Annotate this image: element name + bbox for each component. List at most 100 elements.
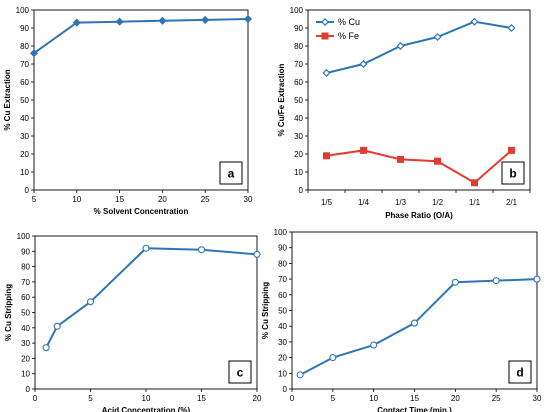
y-tick-label: 90	[278, 244, 287, 253]
data-point	[397, 155, 404, 163]
data-point	[253, 250, 261, 258]
legend-entry: % Fe	[338, 31, 359, 41]
y-axis-label: % Cu Stripping	[4, 284, 13, 341]
y-tick-label: 10	[294, 168, 303, 177]
panel-letter-box	[501, 161, 525, 185]
panel-letter: c	[237, 366, 244, 380]
x-tick-label: 10	[72, 195, 81, 204]
legend-entry: % Cu	[338, 17, 360, 27]
data-point	[507, 23, 516, 33]
y-tick-label: 90	[20, 24, 29, 33]
y-tick-label: 0	[283, 385, 288, 394]
x-tick-label: 1/3	[395, 198, 407, 207]
y-tick-label: 30	[20, 132, 29, 141]
data-point	[158, 16, 167, 25]
y-tick-label: 30	[278, 338, 287, 347]
plot-frame	[34, 235, 258, 390]
x-tick-label: 0	[290, 394, 295, 403]
data-point	[329, 354, 337, 362]
panel-letter: d	[516, 366, 523, 380]
series-line-1	[45, 247, 258, 349]
y-tick-label: 0	[25, 186, 30, 195]
y-tick-label: 60	[20, 78, 29, 87]
y-tick-label: 40	[21, 324, 30, 333]
data-point	[53, 322, 61, 330]
y-axis-label: % Cu/Fe Extraction	[277, 63, 286, 136]
y-tick-label: 80	[20, 42, 29, 51]
data-point	[434, 157, 441, 165]
legend-marker	[321, 32, 329, 40]
y-tick-label: 40	[20, 114, 29, 123]
y-tick-label: 50	[278, 307, 287, 316]
y-tick-label: 80	[294, 42, 303, 51]
y-tick-label: 20	[278, 354, 287, 363]
y-tick-label: 50	[294, 96, 303, 105]
x-tick-label: 20	[451, 394, 460, 403]
x-tick-label: 1/5	[321, 198, 333, 207]
data-point	[323, 152, 330, 160]
x-axis-label: Phase Ratio (O/A)	[385, 211, 453, 220]
x-tick-label: 15	[197, 394, 206, 403]
y-tick-label: 60	[278, 291, 287, 300]
data-point	[533, 275, 541, 283]
panel-letter: a	[228, 167, 235, 181]
x-axis-label: Acid Concentration (%)	[102, 406, 191, 412]
y-tick-label: 90	[294, 24, 303, 33]
legend-marker	[320, 17, 330, 27]
y-tick-label: 10	[20, 168, 29, 177]
x-tick-label: 25	[201, 195, 210, 204]
plot-frame	[291, 231, 538, 390]
data-point	[370, 341, 378, 349]
x-tick-label: 5	[32, 195, 37, 204]
x-tick-label: 30	[533, 394, 542, 403]
x-tick-label: 25	[492, 394, 501, 403]
x-tick-label: 20	[253, 394, 262, 403]
data-point	[29, 49, 39, 58]
panel-letter-box	[228, 360, 252, 384]
y-tick-label: 70	[278, 275, 287, 284]
y-tick-label: 20	[20, 150, 29, 159]
series-line-1	[326, 20, 512, 74]
x-tick-label: 20	[158, 195, 167, 204]
y-tick-label: 80	[278, 259, 287, 268]
y-axis-label: % Cu Stripping	[261, 282, 270, 339]
x-axis-label: % Solvent Concentration	[94, 207, 189, 216]
y-tick-label: 30	[21, 339, 30, 348]
data-point	[360, 146, 367, 154]
y-tick-label: 100	[290, 6, 304, 15]
data-point	[433, 32, 442, 42]
chart-panel-a: 0 10 20 30 40 50 60 70 80 90 100 5 10 15 20 25 30 % Solve…	[3, 6, 253, 216]
chart-panel-d: 0 10 20 30 40 50 60 70 80 90 100 0 5 10 15 20 25 30 Contac…	[261, 228, 542, 412]
y-tick-label: 10	[21, 370, 30, 379]
x-tick-label: 5	[88, 394, 93, 403]
data-point	[115, 17, 124, 26]
plot-frame	[33, 9, 249, 191]
data-point	[359, 59, 368, 69]
y-tick-label: 90	[21, 247, 30, 256]
panel-letter-box	[508, 360, 532, 384]
data-point	[492, 277, 500, 285]
y-tick-label: 10	[278, 369, 287, 378]
y-tick-label: 20	[294, 150, 303, 159]
y-tick-label: 60	[21, 293, 30, 302]
chart-panel-b: 0 10 20 30 40 50 60 70 80 90 100 1/5 1/4 1/3 1/2 1/1 2/1…	[277, 6, 531, 220]
data-point	[243, 14, 253, 24]
data-point	[72, 18, 81, 27]
series-line-1	[33, 18, 249, 55]
x-tick-label: 1/2	[432, 198, 444, 207]
x-tick-label: 2/1	[506, 198, 518, 207]
data-point	[508, 146, 515, 154]
y-tick-label: 100	[274, 228, 288, 237]
y-tick-label: 100	[17, 232, 31, 241]
data-point	[197, 246, 206, 254]
x-tick-label: 10	[369, 394, 378, 403]
y-tick-label: 0	[26, 385, 31, 394]
panel-letter: b	[509, 167, 516, 181]
data-point	[142, 244, 150, 252]
y-tick-label: 80	[21, 263, 30, 272]
x-tick-label: 0	[33, 394, 38, 403]
y-tick-label: 0	[299, 186, 304, 195]
y-tick-label: 70	[21, 278, 30, 287]
data-point	[322, 68, 331, 78]
